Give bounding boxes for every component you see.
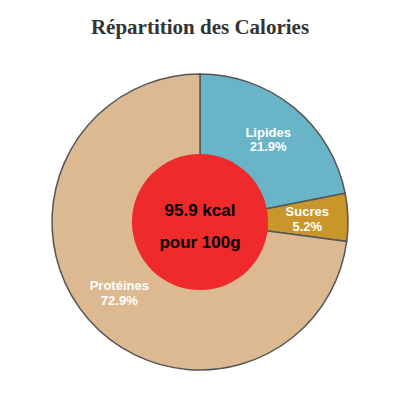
slice-category: Protéines: [90, 278, 149, 293]
center-text: 95.9 kcal: [165, 201, 236, 220]
slice-value-label: 5.2%: [292, 219, 322, 234]
slice-category: Lipides: [245, 125, 291, 140]
slice-value-label: 21.9%: [250, 139, 287, 154]
slice-label: Lipides21.9%: [245, 125, 291, 155]
slice-label: Protéines72.9%: [90, 278, 149, 308]
center-text: pour 100g: [159, 233, 240, 252]
title: Répartition des Calories: [91, 15, 309, 39]
slice-category: Sucres: [286, 204, 329, 219]
pie-group: Lipides21.9% Sucres5.2% Protéines72.9% 95.9…: [52, 74, 348, 370]
slice-value-label: 72.9%: [101, 293, 138, 308]
slice-label: Sucres5.2%: [286, 204, 329, 234]
chart-svg: Répartition des Calories Lipides21.9% Sucr…: [0, 0, 400, 400]
center-circle: [132, 154, 268, 290]
slice: [52, 74, 347, 370]
